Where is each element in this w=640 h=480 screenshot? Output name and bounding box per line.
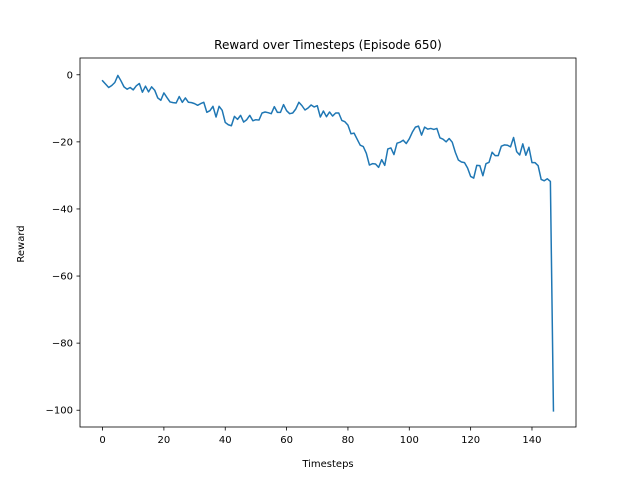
y-tick-label: −60 xyxy=(52,272,73,283)
y-axis-label: Reward xyxy=(16,225,27,262)
axes-frame xyxy=(79,57,577,428)
x-tick-label: 140 xyxy=(522,435,541,446)
plot-area: 0 20 40 60 80 100 120 140 0 −20 −40 −60 −80 −100 xyxy=(46,57,577,446)
y-tick-label: −20 xyxy=(52,137,73,148)
x-tick-label: 20 xyxy=(158,435,171,446)
y-tick-label: −80 xyxy=(52,339,73,350)
series-line-0 xyxy=(101,74,555,412)
x-tick-label: 40 xyxy=(219,435,232,446)
y-tick-label: −40 xyxy=(52,204,73,215)
y-tick-label: −100 xyxy=(46,406,73,417)
x-axis-label: Timesteps xyxy=(301,459,353,470)
y-tick-label: 0 xyxy=(67,70,73,81)
x-tick-label: 120 xyxy=(461,435,480,446)
x-tick-label: 0 xyxy=(99,435,105,446)
x-tick-label: 100 xyxy=(400,435,419,446)
x-tick-label: 80 xyxy=(342,435,355,446)
x-tick-label: 60 xyxy=(280,435,293,446)
chart-title: Reward over Timesteps (Episode 650) xyxy=(214,38,442,52)
